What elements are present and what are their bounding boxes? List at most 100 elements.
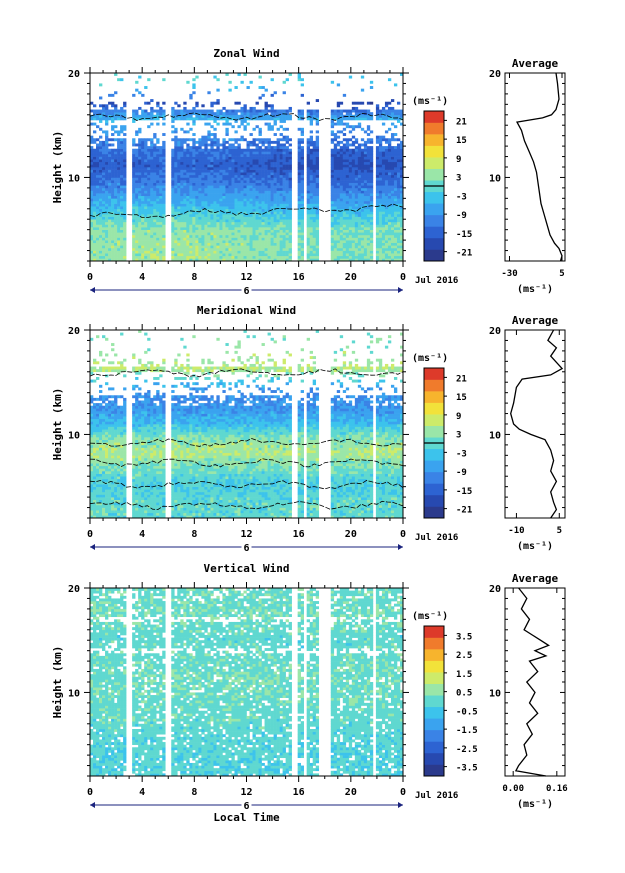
heatmap-cell [246, 253, 250, 257]
heatmap-cell [252, 240, 256, 244]
heatmap-cell [141, 221, 145, 225]
heatmap-cell [258, 159, 262, 163]
heatmap-cell [381, 190, 386, 194]
heatmap-cell [378, 227, 383, 230]
heatmap-cell [342, 240, 347, 244]
heatmap-cell [138, 91, 142, 95]
heatmap-cell [393, 208, 398, 212]
heatmap-cell [267, 224, 271, 228]
heatmap-cell [123, 104, 127, 108]
heatmap-cell [390, 146, 395, 150]
heatmap-cell [90, 232, 94, 236]
heatmap-cell [312, 221, 317, 225]
heatmap-cell [192, 156, 196, 160]
heatmap-cell [297, 227, 301, 230]
heatmap-cell [123, 182, 127, 186]
heatmap-cell [396, 250, 401, 254]
heatmap-cell [330, 258, 335, 262]
heatmap-cell [135, 232, 139, 236]
heatmap-cell [192, 174, 196, 178]
heatmap-cell [135, 164, 139, 168]
heatmap-cell [348, 75, 353, 79]
heatmap-cell [396, 203, 401, 207]
heatmap-cell [204, 198, 208, 202]
heatmap-cell [261, 153, 265, 157]
heatmap-cell [255, 227, 259, 230]
heatmap-cell [147, 198, 151, 202]
heatmap-cell [156, 174, 160, 178]
heatmap-cell [360, 75, 365, 79]
heatmap-cell [390, 200, 395, 204]
heatmap-cell [159, 229, 163, 233]
heatmap-cell [183, 177, 187, 181]
heatmap-cell [333, 245, 338, 249]
heatmap-cell [228, 229, 232, 233]
heatmap-cell [339, 237, 344, 241]
heatmap-cell [330, 120, 335, 123]
heatmap-cell [345, 214, 350, 217]
heatmap-cell [312, 153, 317, 157]
heatmap-cell [108, 167, 112, 170]
heatmap-cell [270, 245, 274, 249]
heatmap-cell [159, 146, 163, 150]
heatmap-cell [144, 224, 148, 228]
heatmap-cell [249, 206, 253, 210]
heatmap-cell [399, 117, 404, 121]
heatmap-cell [144, 211, 148, 215]
heatmap-cell [120, 224, 124, 228]
heatmap-cell [147, 161, 151, 165]
heatmap-cell [234, 237, 238, 241]
heatmap-cell [174, 187, 178, 191]
heatmap-cell [381, 211, 386, 215]
heatmap-cell [180, 208, 184, 212]
heatmap-cell [123, 156, 127, 160]
heatmap-cell [276, 237, 280, 241]
heatmap-cell [270, 109, 274, 113]
heatmap-cell [207, 247, 211, 251]
heatmap-cell [114, 182, 118, 186]
heatmap-cell [225, 112, 229, 116]
heatmap-cell [135, 174, 139, 178]
heatmap-cell [363, 245, 368, 249]
heatmap-cell [279, 195, 283, 199]
heatmap-cell [315, 130, 320, 134]
heatmap-cell [312, 198, 317, 202]
heatmap-cell [108, 93, 112, 97]
heatmap-cell [279, 172, 283, 176]
heatmap-cell [354, 164, 359, 168]
heatmap-cell [99, 214, 103, 217]
heatmap-cell [270, 193, 274, 197]
heatmap-cell [387, 203, 392, 207]
heatmap-cell [222, 140, 226, 144]
heatmap-cell [285, 161, 289, 165]
heatmap-cell [366, 250, 371, 254]
heatmap-cell [138, 206, 142, 210]
heatmap-cell [123, 221, 127, 225]
heatmap-cell [234, 172, 238, 176]
heatmap-cell [348, 182, 353, 186]
heatmap-cell [204, 234, 208, 238]
heatmap-cell [255, 245, 259, 249]
heatmap-cell [399, 247, 404, 251]
heatmap-cell [186, 255, 190, 259]
heatmap-cell [246, 198, 250, 202]
heatmap-cell [102, 253, 106, 257]
heatmap-cell [132, 240, 136, 244]
heatmap-cell [348, 253, 353, 257]
heatmap-cell [171, 190, 175, 194]
heatmap-cell [231, 219, 235, 223]
heatmap-cell [174, 130, 178, 134]
heatmap-cell [108, 161, 112, 165]
heatmap-cell [183, 255, 187, 259]
heatmap-cell [333, 161, 338, 165]
heatmap-cell [138, 172, 142, 176]
heatmap-cell [300, 172, 304, 176]
heatmap-cell [348, 200, 353, 204]
heatmap-cell [180, 167, 184, 170]
heatmap-cell [342, 247, 347, 251]
heatmap-cell [225, 127, 229, 131]
heatmap-cell [270, 203, 274, 207]
heatmap-cell [396, 229, 401, 233]
heatmap-cell [222, 146, 226, 150]
heatmap-cell [222, 240, 226, 244]
